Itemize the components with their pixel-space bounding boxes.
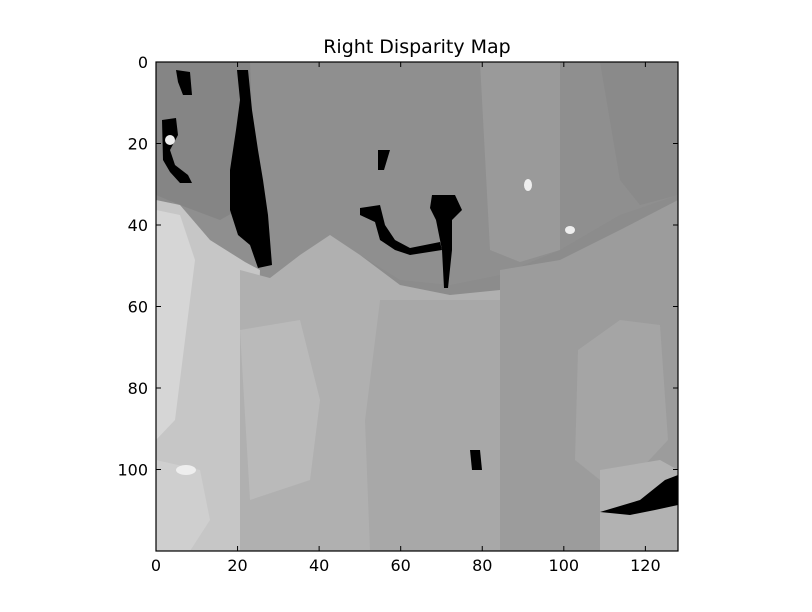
y-tick-label: 60: [128, 298, 148, 317]
x-tick-label: 40: [309, 556, 329, 575]
y-tick-label: 40: [128, 216, 148, 235]
x-tick-label: 120: [630, 556, 661, 575]
invalid-disparity-holes: [162, 70, 678, 515]
bright-spots: [165, 135, 575, 475]
x-tick-label: 20: [227, 556, 247, 575]
plot-area: [155, 61, 679, 552]
chart-title: Right Disparity Map: [323, 36, 511, 58]
x-tick-label: 60: [391, 556, 411, 575]
x-tick-label: 0: [151, 556, 161, 575]
x-tick-label: 80: [472, 556, 492, 575]
y-tick-label: 0: [138, 53, 148, 72]
x-tick-label: 100: [549, 556, 580, 575]
y-tick-label: 80: [128, 379, 148, 398]
axis-ticks: 0 20 40 60 80 100 120 0 20 40 60 80 100: [117, 53, 678, 575]
y-tick-label: 100: [117, 461, 148, 480]
y-tick-label: 20: [128, 135, 148, 154]
